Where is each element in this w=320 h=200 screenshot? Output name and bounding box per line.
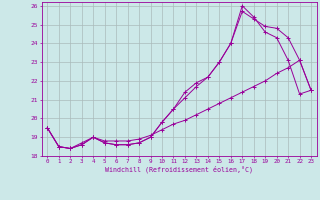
X-axis label: Windchill (Refroidissement éolien,°C): Windchill (Refroidissement éolien,°C): [105, 166, 253, 173]
